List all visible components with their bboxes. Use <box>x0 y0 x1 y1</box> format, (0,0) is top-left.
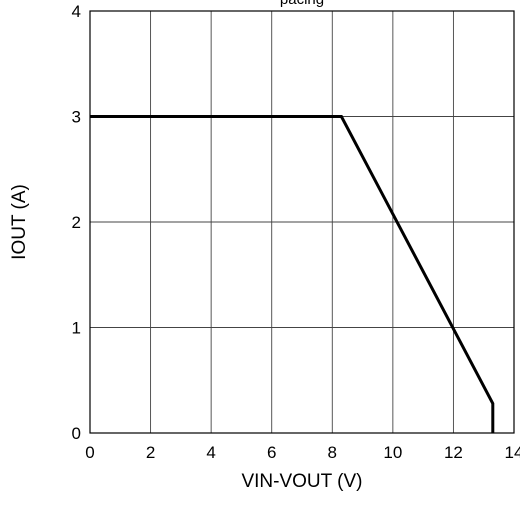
series-line <box>90 115 495 433</box>
x-tick-label: 10 <box>383 443 402 462</box>
grid <box>90 11 514 433</box>
series-layer <box>90 115 495 433</box>
x-axis-title: VIN-VOUT (V) <box>241 471 362 492</box>
x-tick-label: 0 <box>85 443 94 462</box>
x-tick-label: 6 <box>267 443 276 462</box>
x-tick-label: 12 <box>444 443 463 462</box>
y-axis-ticks: 0 1 2 3 4 <box>72 2 81 443</box>
chart-title: pacing <box>280 0 324 8</box>
y-tick-label: 4 <box>72 2 81 21</box>
y-tick-label: 3 <box>72 108 81 127</box>
x-axis-ticks: 0 2 4 6 8 10 12 14 <box>85 443 520 462</box>
x-tick-label: 2 <box>146 443 155 462</box>
x-tick-label: 14 <box>505 443 520 462</box>
y-tick-label: 2 <box>72 213 81 232</box>
x-tick-label: 4 <box>206 443 215 462</box>
y-axis-title: IOUT (A) <box>9 184 30 260</box>
y-tick-label: 1 <box>72 319 81 338</box>
x-tick-label: 8 <box>328 443 337 462</box>
plot-frame <box>89 10 515 434</box>
y-tick-label: 0 <box>72 424 81 443</box>
